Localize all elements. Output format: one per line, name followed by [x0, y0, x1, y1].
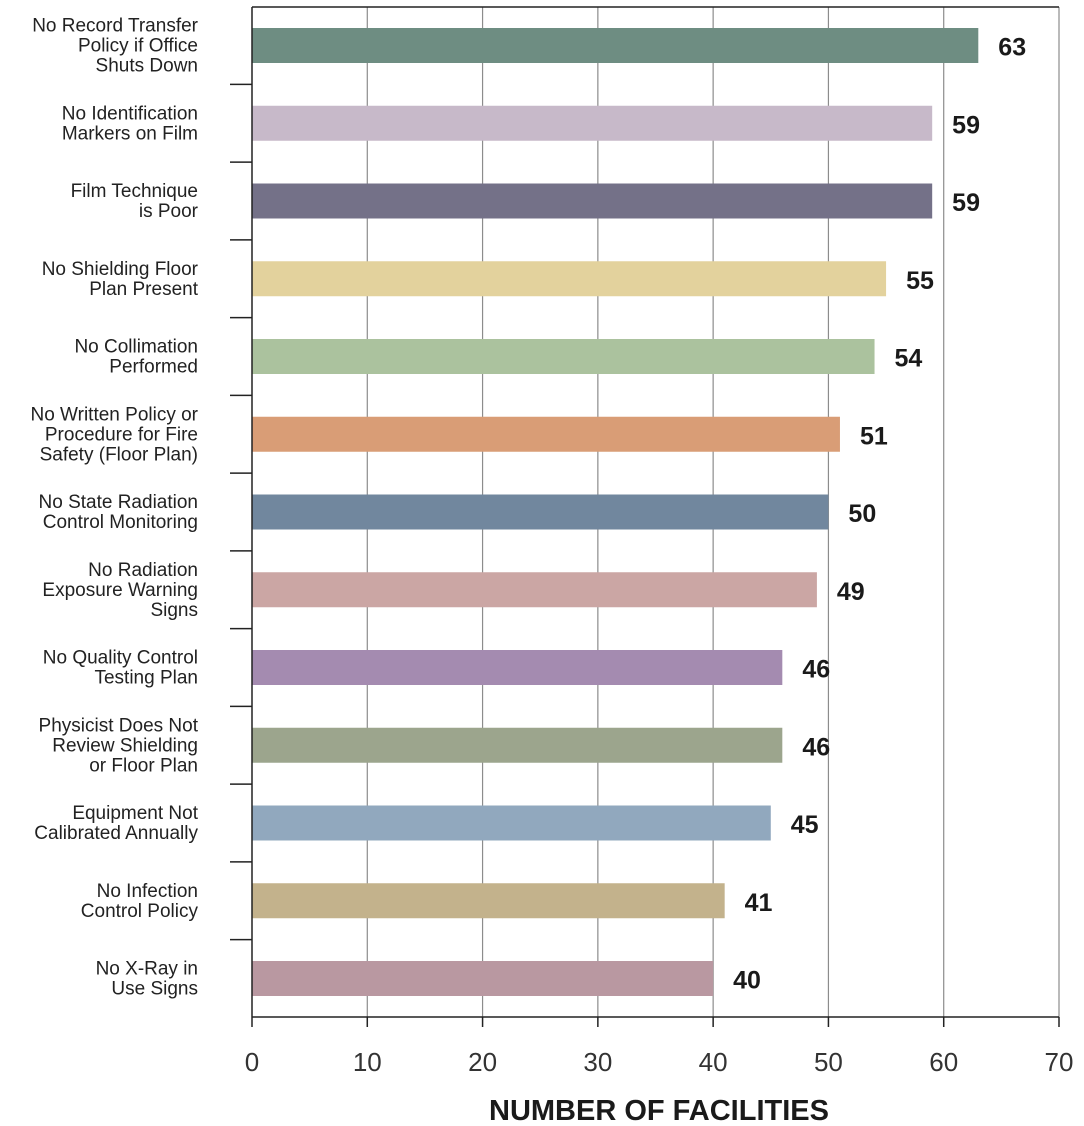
bar [252, 183, 933, 219]
category-label-line: No X-Ray in [96, 959, 198, 980]
bar-value-label: 40 [733, 967, 761, 995]
category-label: Physicist Does Not Review Shielding or Flo… [39, 715, 199, 776]
category-label-line: No Identification [62, 103, 198, 124]
bar-value-label: 49 [837, 578, 865, 606]
category-label-line: Control Monitoring [43, 512, 198, 533]
category-label-line: Safety (Floor Plan) [40, 444, 198, 465]
category-label: No Collimation Performed [74, 337, 198, 378]
bar [252, 572, 817, 608]
category-label-line: Shuts Down [96, 56, 198, 77]
bar-value-label: 59 [952, 189, 980, 217]
category-label-line: No Written Policy or [30, 404, 198, 425]
category-label-line: Film Technique [71, 181, 198, 202]
x-tick-label: 40 [699, 1047, 728, 1077]
bar [252, 28, 979, 63]
category-label-line: Use Signs [111, 979, 198, 1000]
category-label-line: Procedure for Fire [45, 424, 198, 445]
bar [252, 961, 714, 996]
category-label-line: Markers on Film [62, 123, 198, 144]
category-label: No Radiation Exposure Warning Signs [42, 560, 198, 621]
category-label-line: No Shielding Floor [42, 259, 199, 280]
category-label-line: is Poor [139, 201, 199, 222]
bar-value-label: 45 [791, 811, 819, 839]
x-tick-label: 70 [1045, 1047, 1074, 1077]
bar-value-label: 55 [906, 267, 934, 295]
x-axis-title: NUMBER OF FACILITIES [489, 1095, 829, 1126]
x-tick-label: 50 [814, 1047, 843, 1077]
bar-value-label: 51 [860, 422, 888, 450]
category-label: Film Technique is Poor [71, 181, 199, 222]
bar-value-label: 41 [745, 889, 773, 917]
axes [230, 6, 1060, 1027]
category-label: No Written Policy or Procedure for Fire Sa… [30, 404, 198, 465]
category-label-line: No Radiation [88, 560, 198, 581]
category-label-line: Testing Plan [94, 668, 198, 689]
bar-value-label: 46 [802, 656, 830, 684]
bar [252, 650, 783, 685]
category-label-line: No Infection [97, 881, 198, 902]
bar-value-label: 63 [998, 34, 1026, 62]
category-label-line: Physicist Does Not [39, 715, 199, 736]
bar [252, 494, 829, 530]
labels: 0 10 20 30 40 50 60 70 63 No Record Transfer Polic… [30, 16, 1073, 1078]
bar [252, 261, 887, 297]
bar-value-label: 54 [895, 345, 923, 373]
x-tick-label: 20 [468, 1047, 497, 1077]
bar [252, 727, 783, 763]
category-label: No Identification Markers on Film [62, 103, 198, 144]
category-label: No State Radiation Control Monitoring [39, 492, 199, 533]
category-label-line: or Floor Plan [89, 755, 198, 776]
category-label-line: No Record Transfer [32, 16, 198, 37]
category-label: No Quality Control Testing Plan [43, 648, 198, 689]
category-label: No X-Ray in Use Signs [96, 959, 198, 1000]
x-tick-label: 60 [929, 1047, 958, 1077]
x-tick-label: 10 [353, 1047, 382, 1077]
category-label-line: Policy if Office [78, 36, 198, 57]
category-label-line: Control Policy [81, 901, 199, 922]
category-label: No Infection Control Policy [81, 881, 199, 922]
bar-value-label: 50 [848, 500, 876, 528]
bar [252, 883, 725, 919]
category-label-line: Review Shielding [52, 735, 198, 756]
bars [252, 28, 979, 996]
category-label-line: Performed [109, 357, 198, 378]
bar-value-label: 59 [952, 111, 980, 139]
category-label-line: Plan Present [89, 279, 199, 300]
category-label-line: Equipment Not [72, 803, 198, 824]
category-label-line: No State Radiation [39, 492, 199, 513]
x-tick-label: 0 [245, 1047, 259, 1077]
bar [252, 339, 875, 374]
category-label: No Shielding Floor Plan Present [42, 259, 199, 300]
category-label-line: Exposure Warning [42, 580, 198, 601]
category-label-line: No Collimation [74, 337, 198, 358]
category-label: No Record Transfer Policy if Office Shuts … [32, 16, 198, 77]
category-label-line: No Quality Control [43, 648, 198, 669]
category-label-line: Signs [150, 600, 198, 621]
bar [252, 416, 840, 452]
category-label-line: Calibrated Annually [34, 823, 198, 844]
bar [252, 105, 933, 141]
bar [252, 805, 771, 841]
bar-value-label: 46 [802, 733, 830, 761]
category-label: Equipment Not Calibrated Annually [34, 803, 198, 844]
x-tick-label: 30 [583, 1047, 612, 1077]
